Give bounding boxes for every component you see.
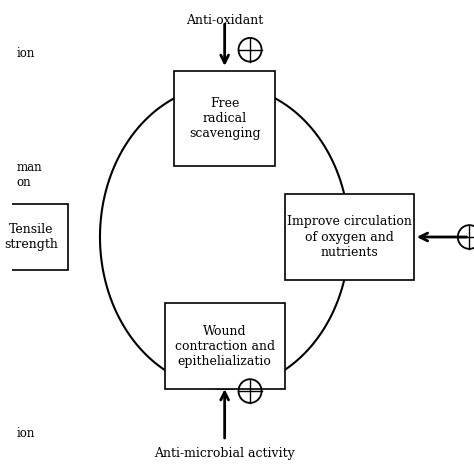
- Text: Free
radical
scavenging: Free radical scavenging: [189, 97, 261, 140]
- Text: ion: ion: [17, 47, 35, 60]
- Text: Wound
contraction and
epithelializatio: Wound contraction and epithelializatio: [174, 325, 275, 367]
- Text: Tensile
strength: Tensile strength: [4, 223, 58, 251]
- Bar: [174, 71, 275, 166]
- Bar: [0, 204, 68, 270]
- Bar: [164, 303, 285, 389]
- Text: ion: ion: [17, 427, 35, 439]
- Text: Anti-oxidant: Anti-oxidant: [186, 14, 263, 27]
- Text: Anti-microbial activity: Anti-microbial activity: [154, 447, 295, 460]
- Text: man
on: man on: [17, 161, 43, 189]
- Bar: [285, 194, 414, 280]
- Text: Improve circulation
of oxygen and
nutrients: Improve circulation of oxygen and nutrie…: [287, 216, 412, 258]
